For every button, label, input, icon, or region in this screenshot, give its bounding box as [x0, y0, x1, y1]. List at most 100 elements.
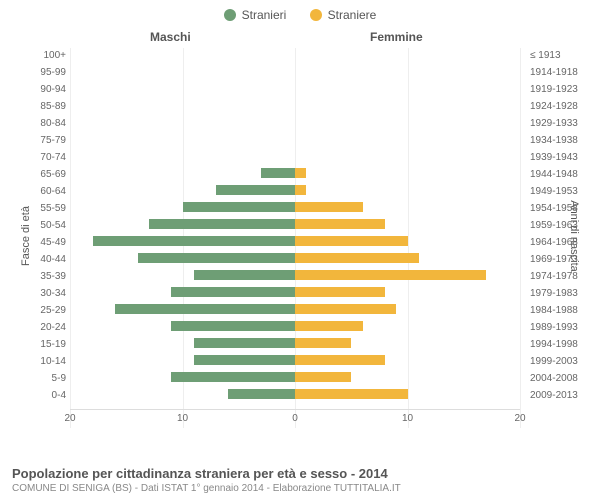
male-bar: [228, 389, 296, 399]
male-bar: [194, 338, 295, 348]
age-label: 60-64: [0, 187, 66, 197]
male-bar: [183, 202, 296, 212]
male-bar: [216, 185, 295, 195]
legend-male: Stranieri: [224, 8, 287, 22]
male-column-title: Maschi: [150, 30, 191, 44]
pyramid-row: [70, 82, 520, 99]
age-label: 35-39: [0, 272, 66, 282]
legend-dot-male: [224, 9, 236, 21]
birth-label: 1964-1968: [530, 238, 600, 248]
age-label: 10-14: [0, 357, 66, 367]
pyramid-row: [70, 354, 520, 371]
pyramid-chart: Stranieri Straniere Maschi Femmine Fasce…: [0, 0, 600, 500]
female-bar: [295, 355, 385, 365]
birth-label: 1969-1973: [530, 255, 600, 265]
male-bar: [93, 236, 296, 246]
female-bar: [295, 168, 306, 178]
pyramid-row: [70, 337, 520, 354]
female-bar: [295, 338, 351, 348]
pyramid-row: [70, 252, 520, 269]
x-tick-label: 0: [292, 413, 298, 424]
male-bar: [115, 304, 295, 314]
birth-label: 1924-1928: [530, 102, 600, 112]
birth-label: 1974-1978: [530, 272, 600, 282]
x-tick-label: 20: [514, 413, 525, 424]
birth-label: 1934-1938: [530, 136, 600, 146]
age-label: 85-89: [0, 102, 66, 112]
age-label: 80-84: [0, 119, 66, 129]
pyramid-row: [70, 48, 520, 65]
male-bar: [261, 168, 295, 178]
age-label: 70-74: [0, 153, 66, 163]
birth-label: ≤ 1913: [530, 51, 600, 61]
female-bar: [295, 321, 363, 331]
female-bar: [295, 287, 385, 297]
female-bar: [295, 253, 419, 263]
legend-dot-female: [310, 9, 322, 21]
pyramid-row: [70, 99, 520, 116]
pyramid-row: [70, 286, 520, 303]
birth-label: 1939-1943: [530, 153, 600, 163]
birth-label: 1979-1983: [530, 289, 600, 299]
pyramid-row: [70, 150, 520, 167]
x-tick-label: 10: [402, 413, 413, 424]
male-bar: [138, 253, 296, 263]
birth-label: 1989-1993: [530, 323, 600, 333]
pyramid-row: [70, 320, 520, 337]
birth-label: 1944-1948: [530, 170, 600, 180]
male-bar: [171, 321, 295, 331]
male-bar: [171, 287, 295, 297]
legend-female-label: Straniere: [328, 8, 377, 22]
birth-label: 1949-1953: [530, 187, 600, 197]
age-label: 65-69: [0, 170, 66, 180]
x-tick-label: 10: [177, 413, 188, 424]
female-bar: [295, 372, 351, 382]
age-label: 20-24: [0, 323, 66, 333]
birth-label: 1919-1923: [530, 85, 600, 95]
pyramid-row: [70, 269, 520, 286]
birth-label: 1954-1958: [530, 204, 600, 214]
age-label: 75-79: [0, 136, 66, 146]
female-bar: [295, 236, 408, 246]
chart-legend: Stranieri Straniere: [0, 8, 600, 24]
birth-label: 2009-2013: [530, 391, 600, 401]
pyramid-row: [70, 116, 520, 133]
pyramid-row: [70, 201, 520, 218]
male-bar: [171, 372, 295, 382]
legend-male-label: Stranieri: [242, 8, 287, 22]
birth-label: 1999-2003: [530, 357, 600, 367]
female-bar: [295, 219, 385, 229]
age-label: 95-99: [0, 68, 66, 78]
pyramid-row: [70, 388, 520, 405]
pyramid-row: [70, 371, 520, 388]
female-column-title: Femmine: [370, 30, 423, 44]
birth-label: 1994-1998: [530, 340, 600, 350]
age-label: 55-59: [0, 204, 66, 214]
footer-subtitle: COMUNE DI SENIGA (BS) - Dati ISTAT 1° ge…: [12, 483, 401, 494]
male-bar: [149, 219, 295, 229]
legend-female: Straniere: [310, 8, 377, 22]
age-label: 5-9: [0, 374, 66, 384]
age-label: 30-34: [0, 289, 66, 299]
female-bar: [295, 389, 408, 399]
female-bar: [295, 202, 363, 212]
age-label: 15-19: [0, 340, 66, 350]
age-label: 90-94: [0, 85, 66, 95]
age-label: 50-54: [0, 221, 66, 231]
right-birth-labels: ≤ 19131914-19181919-19231924-19281929-19…: [530, 48, 600, 428]
left-age-labels: 100+ 95-99 90-94 85-89 80-84 75-79 70-74 65-69 6…: [0, 48, 66, 428]
birth-label: 1984-1988: [530, 306, 600, 316]
age-label: 100+: [0, 51, 66, 61]
female-bar: [295, 270, 486, 280]
x-tick-label: 20: [64, 413, 75, 424]
female-bar: [295, 304, 396, 314]
pyramid-row: [70, 235, 520, 252]
pyramid-row: [70, 167, 520, 184]
male-bar: [194, 355, 295, 365]
age-label: 25-29: [0, 306, 66, 316]
pyramid-row: [70, 65, 520, 82]
birth-label: 1929-1933: [530, 119, 600, 129]
age-label: 45-49: [0, 238, 66, 248]
birth-label: 1959-1963: [530, 221, 600, 231]
footer-title: Popolazione per cittadinanza straniera p…: [12, 466, 401, 481]
